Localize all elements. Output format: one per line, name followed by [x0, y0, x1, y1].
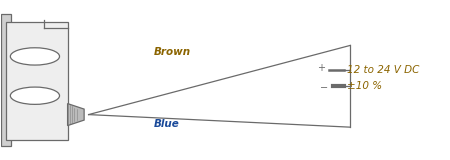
Bar [6, 22, 68, 140]
Text: +: + [317, 63, 325, 73]
Polygon shape [68, 104, 84, 126]
Bar [1, 14, 11, 146]
Text: 12 to 24 V DC: 12 to 24 V DC [347, 65, 419, 75]
Text: Blue: Blue [153, 119, 179, 129]
Text: Brown: Brown [153, 47, 190, 57]
Text: −: − [320, 83, 328, 93]
Text: ±10 %: ±10 % [347, 81, 382, 91]
Circle shape [10, 87, 59, 104]
Circle shape [10, 48, 59, 65]
